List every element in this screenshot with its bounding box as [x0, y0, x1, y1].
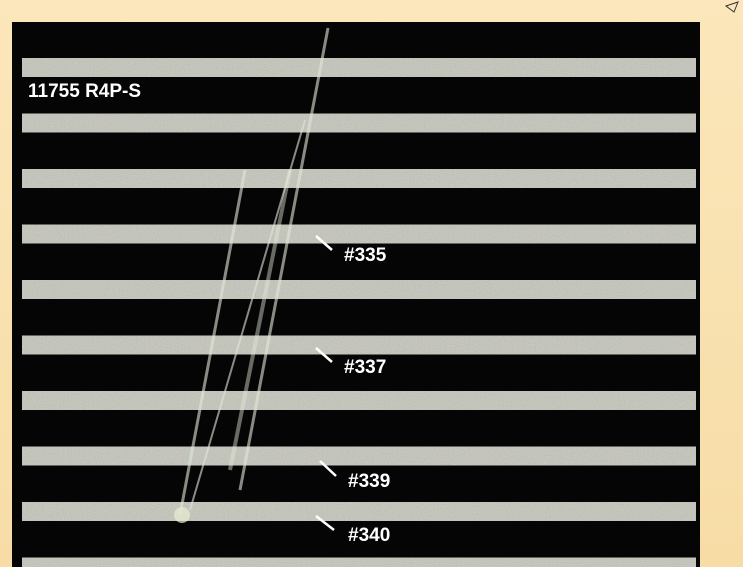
- line-label: #337: [344, 357, 386, 378]
- line-texture: [22, 225, 696, 244]
- corner-icon: [726, 2, 738, 12]
- sample-title: 11755 R4P-S: [28, 81, 141, 102]
- line-label: #339: [348, 471, 390, 492]
- line-texture: [22, 447, 696, 466]
- line-texture: [22, 169, 696, 188]
- line-label: #340: [348, 525, 390, 546]
- line-texture: [22, 114, 696, 133]
- page: {"image": {"title": "11755 R4P-S", "labe…: [0, 0, 743, 567]
- line-texture: [22, 280, 696, 299]
- line-texture: [22, 336, 696, 355]
- screen: 11755 R4P-S #335 #337 #339 #340: [0, 0, 743, 567]
- line-label: #335: [344, 245, 387, 266]
- line-texture: [22, 558, 696, 567]
- line-texture: [22, 391, 696, 410]
- line-texture: [22, 502, 696, 521]
- line-texture: [22, 58, 696, 77]
